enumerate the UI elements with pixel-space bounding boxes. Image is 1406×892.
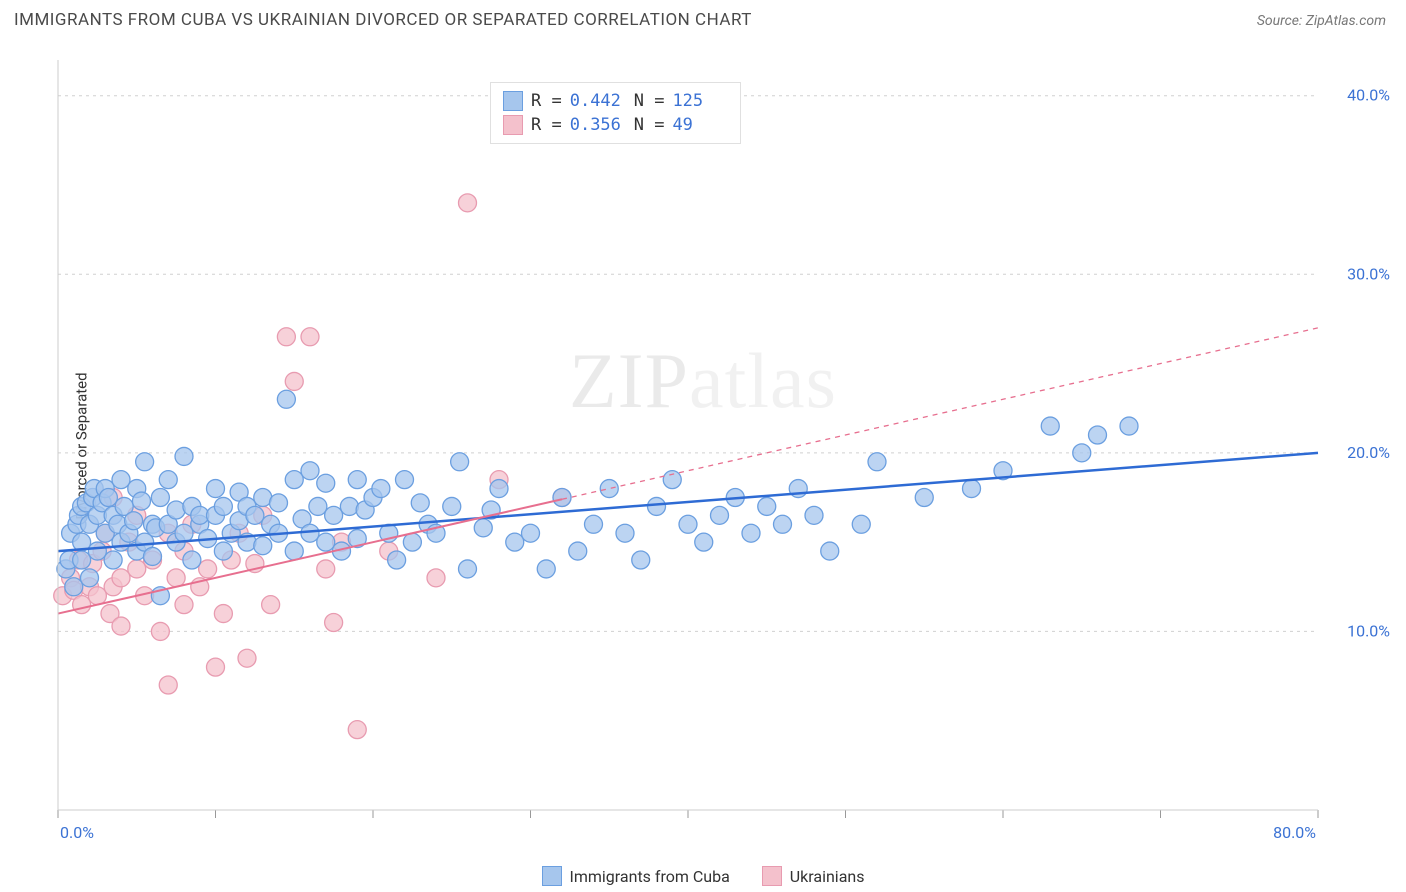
svg-text:30.0%: 30.0%: [1347, 264, 1390, 283]
svg-text:40.0%: 40.0%: [1347, 86, 1390, 105]
legend-item-cuba: Immigrants from Cuba: [542, 866, 730, 886]
r-label: R =: [531, 91, 562, 111]
svg-text:20.0%: 20.0%: [1347, 443, 1390, 462]
r-label: R =: [531, 115, 562, 135]
legend-row-ukr: R = 0.356 N = 49: [503, 113, 728, 137]
legend-label-cuba: Immigrants from Cuba: [570, 867, 730, 886]
correlation-legend: R = 0.442 N = 125 R = 0.356 N = 49: [490, 82, 741, 144]
r-value-ukr: 0.356: [570, 115, 626, 135]
series-legend: Immigrants from Cuba Ukrainians: [0, 866, 1406, 886]
swatch-cuba: [503, 91, 523, 111]
scatter-plot: 10.0% 20.0% 30.0% 40.0% 0.0% 80.0%: [48, 40, 1398, 850]
chart-title: IMMIGRANTS FROM CUBA VS UKRAINIAN DIVORC…: [14, 10, 752, 30]
legend-item-ukr: Ukrainians: [762, 866, 865, 886]
swatch-ukr: [503, 115, 523, 135]
swatch-cuba-icon: [542, 866, 562, 886]
n-label: N =: [634, 91, 665, 111]
swatch-ukr-icon: [762, 866, 782, 886]
svg-text:0.0%: 0.0%: [60, 823, 94, 842]
legend-label-ukr: Ukrainians: [790, 867, 865, 886]
source-attribution: Source: ZipAtlas.com: [1257, 13, 1386, 29]
n-value-ukr: 49: [672, 115, 728, 135]
legend-row-cuba: R = 0.442 N = 125: [503, 89, 728, 113]
n-value-cuba: 125: [672, 91, 728, 111]
n-label: N =: [634, 115, 665, 135]
r-value-cuba: 0.442: [570, 91, 626, 111]
svg-text:80.0%: 80.0%: [1273, 823, 1316, 842]
svg-text:10.0%: 10.0%: [1347, 621, 1390, 640]
